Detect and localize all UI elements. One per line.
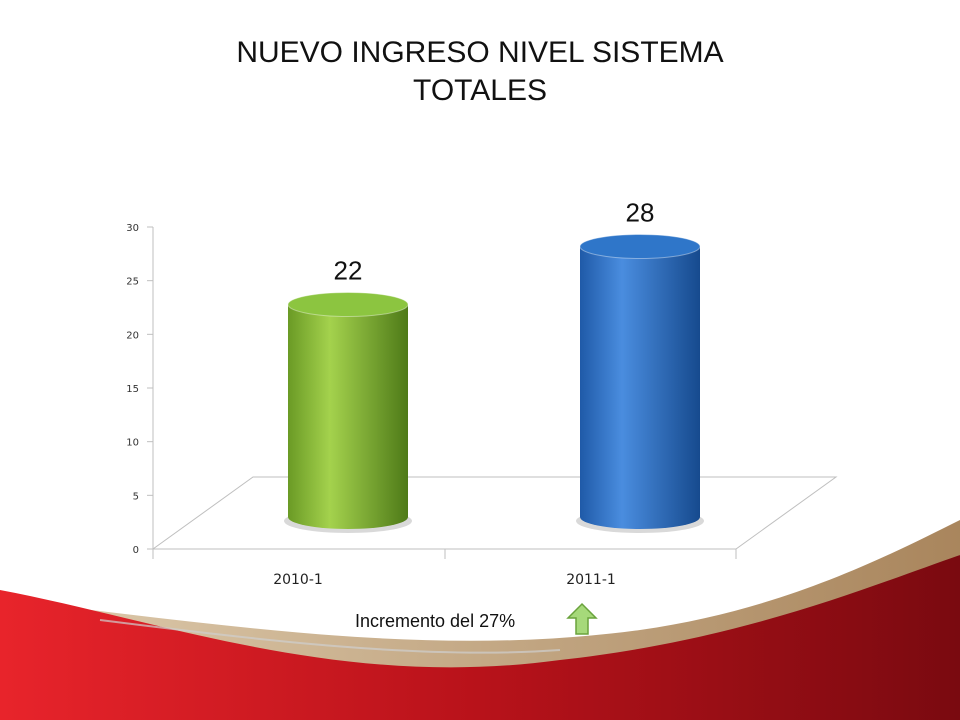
y-tick-label: 25	[126, 277, 139, 288]
y-tick-label: 5	[133, 491, 139, 502]
bar-top	[579, 234, 701, 260]
chart-floor	[151, 476, 838, 550]
data-label: 28	[626, 198, 655, 228]
up-arrow-icon	[566, 602, 598, 635]
title-line-2: TOTALES	[413, 74, 547, 107]
y-tick-label: 30	[126, 223, 139, 234]
y-tick-label: 15	[126, 384, 139, 395]
category-label: 2011-1	[566, 572, 616, 588]
y-tick-label: 10	[126, 438, 139, 449]
y-tick-label: 0	[133, 545, 139, 556]
bar-top	[287, 291, 409, 317]
slide-title: NUEVO INGRESO NIVEL SISTEMA TOTALES	[0, 34, 960, 110]
title-line-1: NUEVO INGRESO NIVEL SISTEMA	[236, 36, 724, 69]
y-tick-label: 20	[126, 330, 139, 341]
chart-bars	[284, 234, 704, 533]
bar-2	[576, 234, 704, 533]
data-label: 22	[334, 255, 363, 285]
bar-body	[288, 304, 408, 529]
category-label: 2010-1	[273, 572, 323, 588]
chart-labels: 0 5 10 15 20 25 30 22 2010-1 28 2011-1	[126, 198, 654, 588]
bar-body	[580, 246, 700, 529]
increment-note: Incremento del 27%	[355, 611, 515, 632]
increment-text: Incremento del 27%	[355, 611, 516, 631]
chart-axes	[147, 226, 838, 559]
bar-1	[284, 291, 412, 533]
